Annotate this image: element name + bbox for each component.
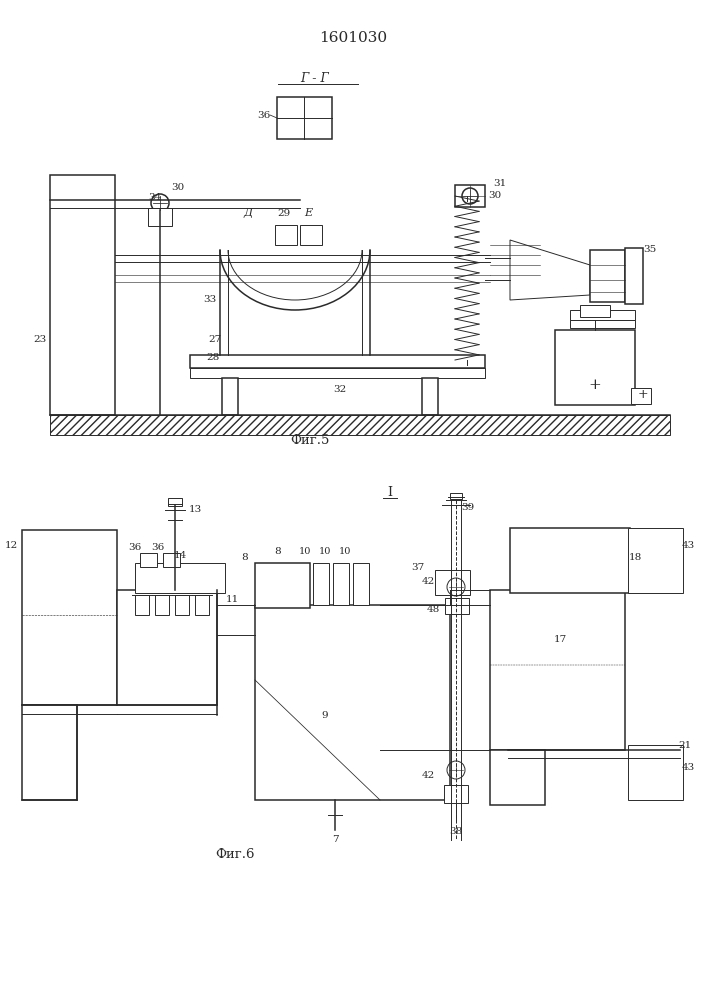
Text: Д: Д [243, 208, 252, 218]
Text: 12: 12 [5, 540, 18, 550]
Bar [628, 528, 683, 593]
Text: 18: 18 [629, 554, 642, 562]
Bar [50, 175, 115, 415]
Text: 35: 35 [643, 245, 657, 254]
Text: 37: 37 [411, 562, 425, 572]
Bar [135, 563, 225, 593]
Text: 48: 48 [427, 605, 440, 614]
Text: 17: 17 [554, 636, 566, 645]
Bar [195, 595, 209, 615]
Text: 1601030: 1601030 [319, 31, 387, 45]
Text: 13: 13 [188, 506, 201, 514]
Bar [22, 705, 77, 800]
Bar [163, 553, 180, 567]
Text: 34: 34 [148, 194, 162, 202]
Text: 38: 38 [450, 828, 462, 836]
Text: 30: 30 [489, 192, 502, 200]
Text: Фиг.6: Фиг.6 [215, 848, 255, 861]
Text: Е: Е [304, 208, 312, 218]
Bar [570, 320, 635, 328]
Text: 10: 10 [339, 546, 351, 556]
Bar [590, 250, 625, 302]
Bar [555, 330, 635, 405]
Bar [117, 590, 217, 705]
Bar [175, 595, 189, 615]
Text: 32: 32 [334, 385, 346, 394]
Bar [222, 378, 238, 415]
Bar [190, 368, 485, 378]
Text: 33: 33 [204, 296, 216, 304]
Bar [255, 605, 450, 800]
Bar [510, 528, 630, 593]
Text: 39: 39 [462, 504, 474, 512]
Text: 36: 36 [151, 544, 165, 552]
Bar [628, 745, 683, 800]
Text: 10: 10 [319, 546, 331, 556]
Text: 11: 11 [226, 595, 239, 604]
Bar [22, 530, 117, 705]
Text: 36: 36 [257, 110, 271, 119]
Bar [445, 598, 469, 614]
Text: 43: 43 [682, 764, 694, 772]
Text: 28: 28 [206, 354, 220, 362]
Text: Г - Г: Г - Г [300, 72, 329, 85]
Text: 8: 8 [241, 554, 248, 562]
Bar [255, 563, 310, 608]
Text: 14: 14 [173, 552, 187, 560]
Bar [135, 595, 149, 615]
Bar [422, 378, 438, 415]
Bar [148, 208, 172, 226]
Text: +: + [638, 388, 648, 401]
Bar [275, 225, 297, 245]
Text: Фиг.5: Фиг.5 [291, 434, 329, 446]
Bar [333, 563, 349, 605]
Text: +: + [589, 378, 602, 392]
Text: I: I [387, 487, 392, 499]
Bar [435, 570, 470, 595]
Bar [625, 248, 643, 304]
Bar [155, 595, 169, 615]
Text: 42: 42 [422, 578, 435, 586]
Text: 7: 7 [332, 836, 339, 844]
Bar [444, 785, 468, 803]
Text: 42: 42 [422, 770, 435, 780]
Bar [631, 388, 651, 404]
Text: 10: 10 [299, 546, 311, 556]
Polygon shape [510, 240, 590, 300]
Bar [490, 590, 625, 750]
Text: 23: 23 [33, 336, 47, 344]
Text: 27: 27 [209, 336, 221, 344]
Text: 21: 21 [679, 740, 691, 750]
Bar [450, 493, 462, 499]
Text: 30: 30 [171, 184, 185, 192]
Text: 9: 9 [322, 710, 328, 720]
Bar [570, 310, 635, 320]
Text: 29: 29 [277, 209, 291, 218]
Bar [490, 750, 545, 805]
Bar [277, 97, 332, 139]
Bar [140, 553, 157, 567]
Bar [300, 225, 322, 245]
Bar [455, 185, 485, 207]
Text: 31: 31 [493, 178, 507, 188]
Bar [168, 498, 182, 506]
Bar [353, 563, 369, 605]
Bar [580, 305, 610, 317]
Bar [190, 355, 485, 368]
Text: 43: 43 [682, 540, 694, 550]
Bar [50, 415, 670, 435]
Bar [313, 563, 329, 605]
Text: 36: 36 [129, 544, 141, 552]
Text: 8: 8 [275, 546, 281, 556]
